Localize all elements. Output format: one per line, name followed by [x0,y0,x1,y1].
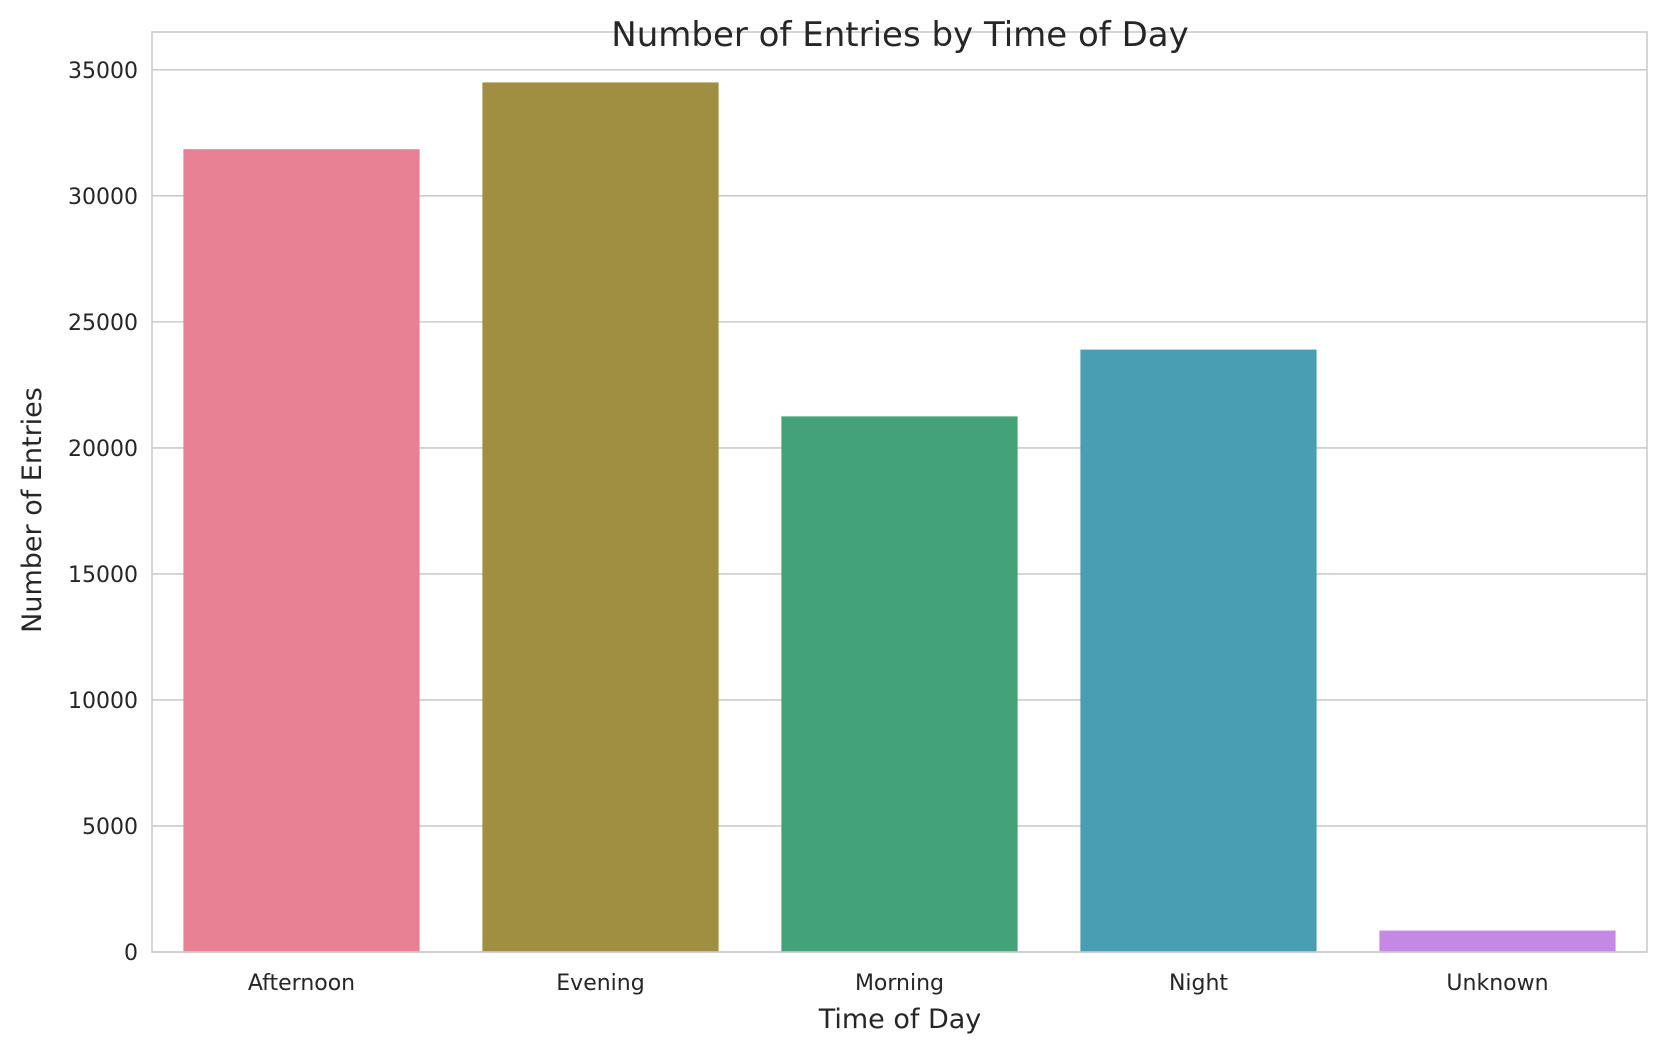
x-tick-label-afternoon: Afternoon [248,971,355,996]
y-tick-label-5: 25000 [68,311,138,336]
bar-afternoon [183,149,420,953]
y-tick-label-0: 0 [124,941,138,966]
x-axis-label: Time of Day [818,1004,982,1035]
bar-evening [482,82,719,953]
y-axis-label: Number of Entries [17,387,48,633]
bar-morning [781,416,1018,953]
x-tick-labels: Afternoon Evening Morning Night Unknown [248,971,1549,996]
y-tick-label-6: 30000 [68,185,138,210]
x-tick-label-evening: Evening [556,971,644,996]
y-tick-label-3: 15000 [68,563,138,588]
x-tick-label-morning: Morning [855,971,944,996]
chart-title: Number of Entries by Time of Day [611,15,1188,55]
bar-unknown [1379,930,1616,952]
y-tick-label-1: 5000 [82,815,138,840]
bars [183,82,1616,953]
y-tick-label-7: 35000 [68,59,138,84]
y-tick-label-4: 20000 [68,437,138,462]
plot-frame [151,31,1648,953]
x-tick-label-night: Night [1169,971,1228,996]
y-tick-label-2: 10000 [68,689,138,714]
x-tick-label-unknown: Unknown [1446,971,1548,996]
bar-night [1080,349,1317,952]
y-tick-labels: 0 5000 10000 15000 20000 25000 30000 35000 [68,59,138,966]
